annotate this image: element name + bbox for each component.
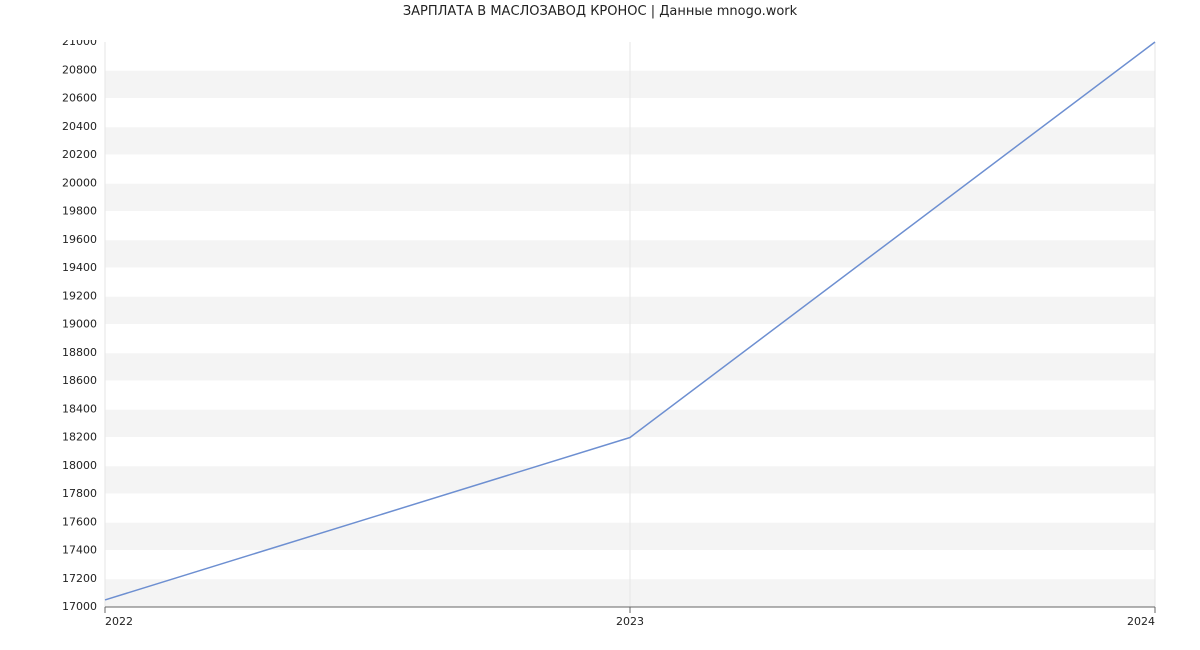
y-tick-label: 19000	[62, 318, 97, 331]
x-tick-label: 2022	[105, 615, 133, 628]
y-tick-label: 19600	[62, 233, 97, 246]
chart-title: ЗАРПЛАТА В МАСЛОЗАВОД КРОНОС | Данные mn…	[0, 4, 1200, 19]
y-tick-label: 17400	[62, 544, 97, 557]
y-tick-label: 20000	[62, 176, 97, 189]
y-tick-label: 20400	[62, 120, 97, 133]
y-tick-label: 18000	[62, 459, 97, 472]
y-tick-label: 19200	[62, 289, 97, 302]
plot-area: 1700017200174001760017800180001820018400…	[105, 42, 1155, 607]
y-tick-label: 18200	[62, 431, 97, 444]
y-tick-label: 17000	[62, 600, 97, 613]
y-tick-label: 21000	[62, 40, 97, 48]
y-tick-label: 20800	[62, 63, 97, 76]
y-tick-label: 17200	[62, 572, 97, 585]
y-tick-label: 19800	[62, 205, 97, 218]
x-tick-label: 2024	[1127, 615, 1155, 628]
y-tick-label: 18600	[62, 374, 97, 387]
y-tick-label: 17800	[62, 487, 97, 500]
chart-container: ЗАРПЛАТА В МАСЛОЗАВОД КРОНОС | Данные mn…	[0, 0, 1200, 650]
y-tick-label: 20200	[62, 148, 97, 161]
y-tick-label: 19400	[62, 261, 97, 274]
y-tick-label: 17600	[62, 515, 97, 528]
x-tick-label: 2023	[616, 615, 644, 628]
y-tick-label: 18400	[62, 402, 97, 415]
y-tick-label: 18800	[62, 346, 97, 359]
y-tick-label: 20600	[62, 92, 97, 105]
